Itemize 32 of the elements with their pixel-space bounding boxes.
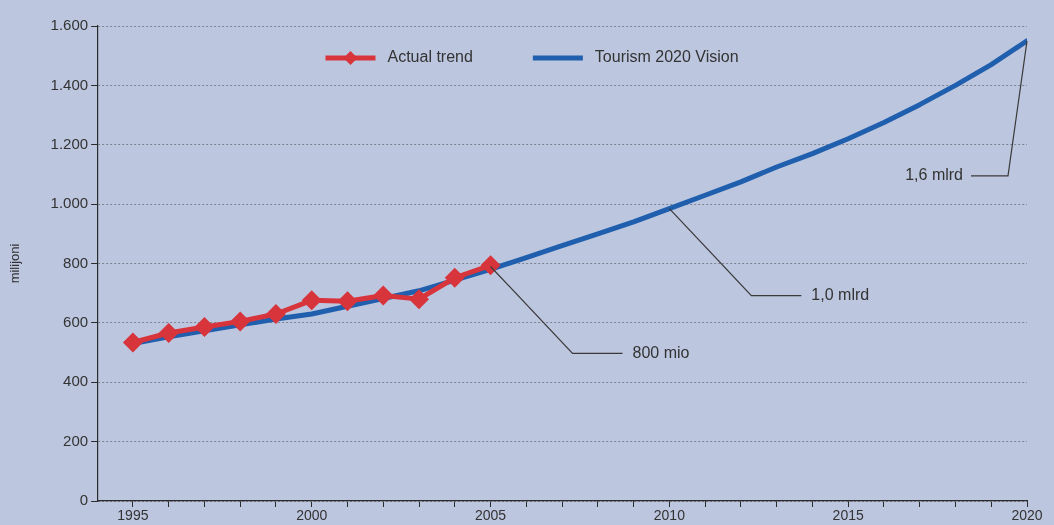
point bbox=[194, 317, 215, 338]
annotation: 1,6 mlrd bbox=[905, 166, 963, 184]
point bbox=[480, 255, 501, 276]
y-tick-label: 400 bbox=[63, 372, 89, 390]
x-tick-label: 1995 bbox=[117, 506, 149, 523]
point bbox=[122, 332, 143, 353]
x-tick-label: 2000 bbox=[296, 506, 328, 523]
point bbox=[444, 267, 465, 288]
annotation: 800 mio bbox=[632, 343, 690, 361]
y-tick-label: 1.600 bbox=[50, 16, 89, 34]
legend-label: Actual trend bbox=[387, 48, 473, 66]
point bbox=[373, 285, 394, 306]
x-tick-label: 2015 bbox=[832, 506, 864, 523]
legend-label: Tourism 2020 Vision bbox=[594, 48, 739, 66]
point bbox=[301, 290, 322, 311]
y-tick-label: 600 bbox=[63, 313, 89, 331]
y-axis-title: milijoni bbox=[7, 243, 23, 284]
x-tick-label: 2010 bbox=[653, 506, 686, 523]
point bbox=[409, 289, 430, 310]
y-tick-label: 800 bbox=[63, 253, 89, 271]
y-tick-label: 1.000 bbox=[50, 194, 89, 212]
x-tick-label: 2020 bbox=[1011, 506, 1043, 523]
annotation: 1,0 mlrd bbox=[811, 285, 870, 303]
point bbox=[158, 322, 179, 343]
point bbox=[337, 291, 358, 312]
point bbox=[265, 303, 286, 324]
x-tick-label: 2005 bbox=[474, 506, 507, 523]
point bbox=[230, 311, 251, 332]
y-tick-label: 1.400 bbox=[50, 75, 89, 93]
y-tick-label: 0 bbox=[79, 491, 89, 509]
y-tick-label: 1.200 bbox=[50, 134, 89, 152]
y-tick-label: 200 bbox=[63, 431, 89, 449]
